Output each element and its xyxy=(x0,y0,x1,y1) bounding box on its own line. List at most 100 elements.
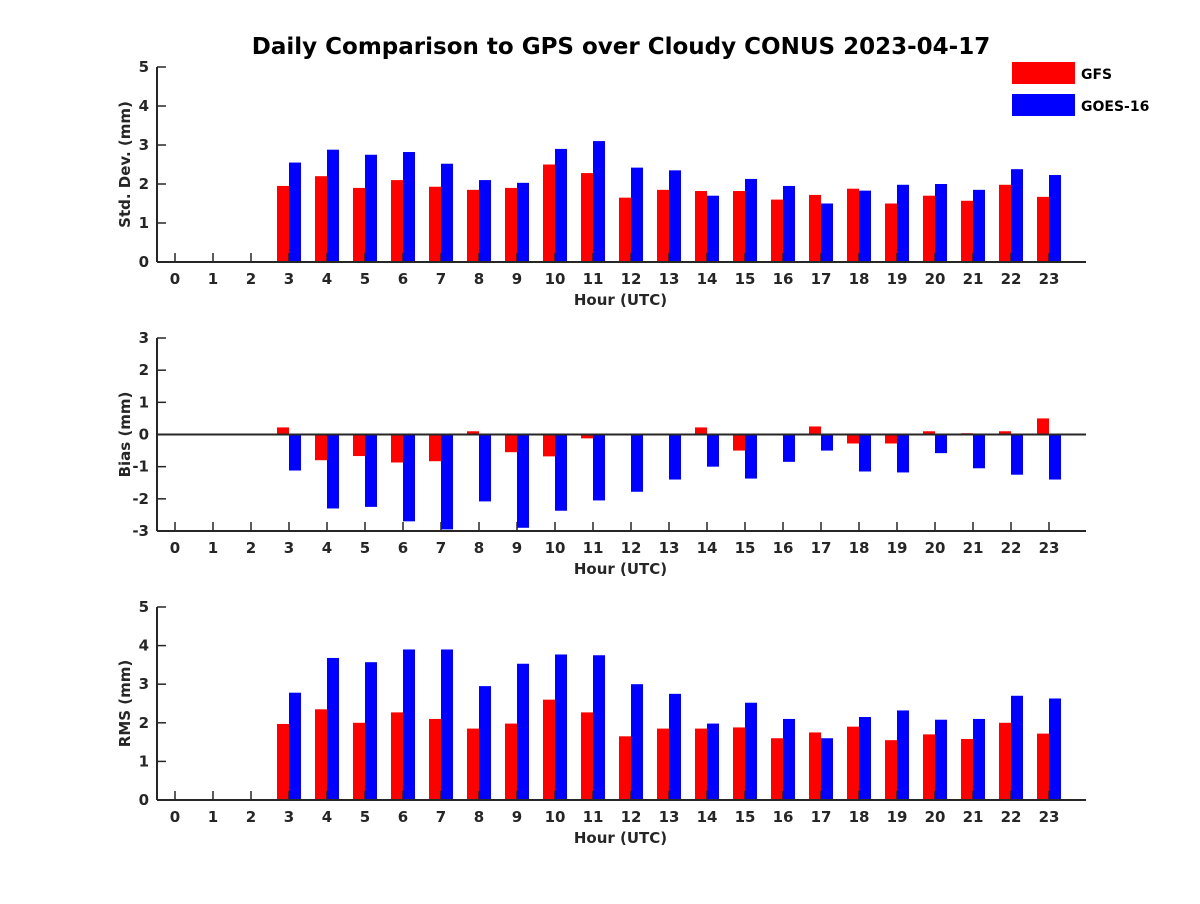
bar-gfs-6 xyxy=(391,712,403,800)
x-tick-label: 7 xyxy=(436,539,446,557)
bar-gfs-6 xyxy=(391,435,403,463)
y-tick-label: 1 xyxy=(139,214,149,232)
bar-gfs-3 xyxy=(277,186,289,262)
x-tick-label: 5 xyxy=(360,539,370,557)
bar-goes-16-12 xyxy=(631,684,643,800)
x-tick-label: 18 xyxy=(849,808,870,826)
bar-goes-16-19 xyxy=(897,710,909,800)
x-tick-label: 15 xyxy=(735,808,756,826)
y-tick-label: -1 xyxy=(132,458,149,476)
bar-gfs-19 xyxy=(885,740,897,800)
legend-label-gfs: GFS xyxy=(1081,67,1112,83)
x-tick-label: 13 xyxy=(659,539,680,557)
x-tick-label: 4 xyxy=(322,539,332,557)
x-tick-label: 3 xyxy=(284,270,294,288)
x-tick-label: 13 xyxy=(659,270,680,288)
bar-gfs-10 xyxy=(543,435,555,457)
bar-goes-16-15 xyxy=(745,435,757,479)
bar-gfs-4 xyxy=(315,709,327,800)
x-tick-label: 8 xyxy=(474,270,484,288)
bar-gfs-4 xyxy=(315,176,327,262)
bar-gfs-17 xyxy=(809,195,821,262)
bar-gfs-11 xyxy=(581,173,593,262)
legend-label-goes-16: GOES-16 xyxy=(1081,99,1149,115)
bar-gfs-22 xyxy=(999,185,1011,262)
x-tick-label: 11 xyxy=(583,808,604,826)
bar-gfs-7 xyxy=(429,435,441,462)
bar-gfs-5 xyxy=(353,723,365,800)
bar-goes-16-17 xyxy=(821,204,833,263)
bar-gfs-7 xyxy=(429,719,441,800)
bar-goes-16-22 xyxy=(1011,696,1023,800)
y-axis-label: Std. Dev. (mm) xyxy=(116,101,134,228)
bar-goes-16-21 xyxy=(973,190,985,262)
x-tick-label: 10 xyxy=(545,808,566,826)
bar-gfs-9 xyxy=(505,435,517,453)
x-tick-label: 16 xyxy=(773,808,794,826)
bar-gfs-22 xyxy=(999,723,1011,800)
bar-goes-16-20 xyxy=(935,720,947,800)
bar-goes-16-4 xyxy=(327,150,339,262)
x-tick-label: 11 xyxy=(583,539,604,557)
x-axis-label: Hour (UTC) xyxy=(574,560,667,578)
x-tick-label: 6 xyxy=(398,270,408,288)
bar-gfs-9 xyxy=(505,724,517,800)
bar-goes-16-18 xyxy=(859,435,871,472)
bar-goes-16-10 xyxy=(555,654,567,800)
x-tick-label: 10 xyxy=(545,539,566,557)
bar-gfs-21 xyxy=(961,739,973,800)
bar-goes-16-6 xyxy=(403,152,415,262)
bar-gfs-14 xyxy=(695,427,707,434)
x-tick-label: 5 xyxy=(360,270,370,288)
bar-goes-16-16 xyxy=(783,435,795,462)
bar-goes-16-13 xyxy=(669,694,681,800)
bar-goes-16-17 xyxy=(821,435,833,451)
bar-gfs-21 xyxy=(961,201,973,262)
x-tick-label: 17 xyxy=(811,808,832,826)
y-tick-label: 3 xyxy=(139,329,149,347)
bar-gfs-16 xyxy=(771,200,783,262)
x-tick-label: 21 xyxy=(963,539,984,557)
x-tick-label: 18 xyxy=(849,539,870,557)
x-tick-label: 11 xyxy=(583,270,604,288)
x-tick-label: 23 xyxy=(1039,808,1060,826)
y-tick-label: -2 xyxy=(132,490,149,508)
y-tick-label: 0 xyxy=(139,253,149,271)
bar-goes-16-13 xyxy=(669,435,681,480)
bar-goes-16-23 xyxy=(1049,175,1061,262)
x-tick-label: 13 xyxy=(659,808,680,826)
bar-goes-16-22 xyxy=(1011,435,1023,475)
bar-goes-16-9 xyxy=(517,183,529,262)
y-tick-label: 3 xyxy=(139,136,149,154)
bar-goes-16-3 xyxy=(289,693,301,800)
bar-goes-16-23 xyxy=(1049,698,1061,800)
x-tick-label: 22 xyxy=(1001,539,1022,557)
x-tick-label: 12 xyxy=(621,808,642,826)
x-tick-label: 14 xyxy=(697,270,718,288)
bar-goes-16-21 xyxy=(973,719,985,800)
bar-gfs-12 xyxy=(619,736,631,800)
bar-gfs-20 xyxy=(923,734,935,800)
bar-goes-16-17 xyxy=(821,738,833,800)
bar-gfs-12 xyxy=(619,198,631,262)
chart-legend: GFS GOES-16 xyxy=(1012,62,1149,116)
x-tick-label: 2 xyxy=(246,270,256,288)
bar-goes-16-8 xyxy=(479,180,491,262)
x-tick-label: 3 xyxy=(284,808,294,826)
bar-goes-16-11 xyxy=(593,655,605,800)
x-tick-label: 21 xyxy=(963,270,984,288)
x-tick-label: 18 xyxy=(849,270,870,288)
bar-gfs-16 xyxy=(771,738,783,800)
legend-swatch-goes-16 xyxy=(1012,94,1075,116)
bar-gfs-6 xyxy=(391,180,403,262)
bar-goes-16-6 xyxy=(403,435,415,522)
chart-title: Daily Comparison to GPS over Cloudy CONU… xyxy=(252,34,990,60)
bar-gfs-23 xyxy=(1037,197,1049,262)
x-tick-label: 16 xyxy=(773,270,794,288)
bar-gfs-13 xyxy=(657,190,669,262)
bar-gfs-15 xyxy=(733,435,745,451)
bar-goes-16-23 xyxy=(1049,435,1061,480)
